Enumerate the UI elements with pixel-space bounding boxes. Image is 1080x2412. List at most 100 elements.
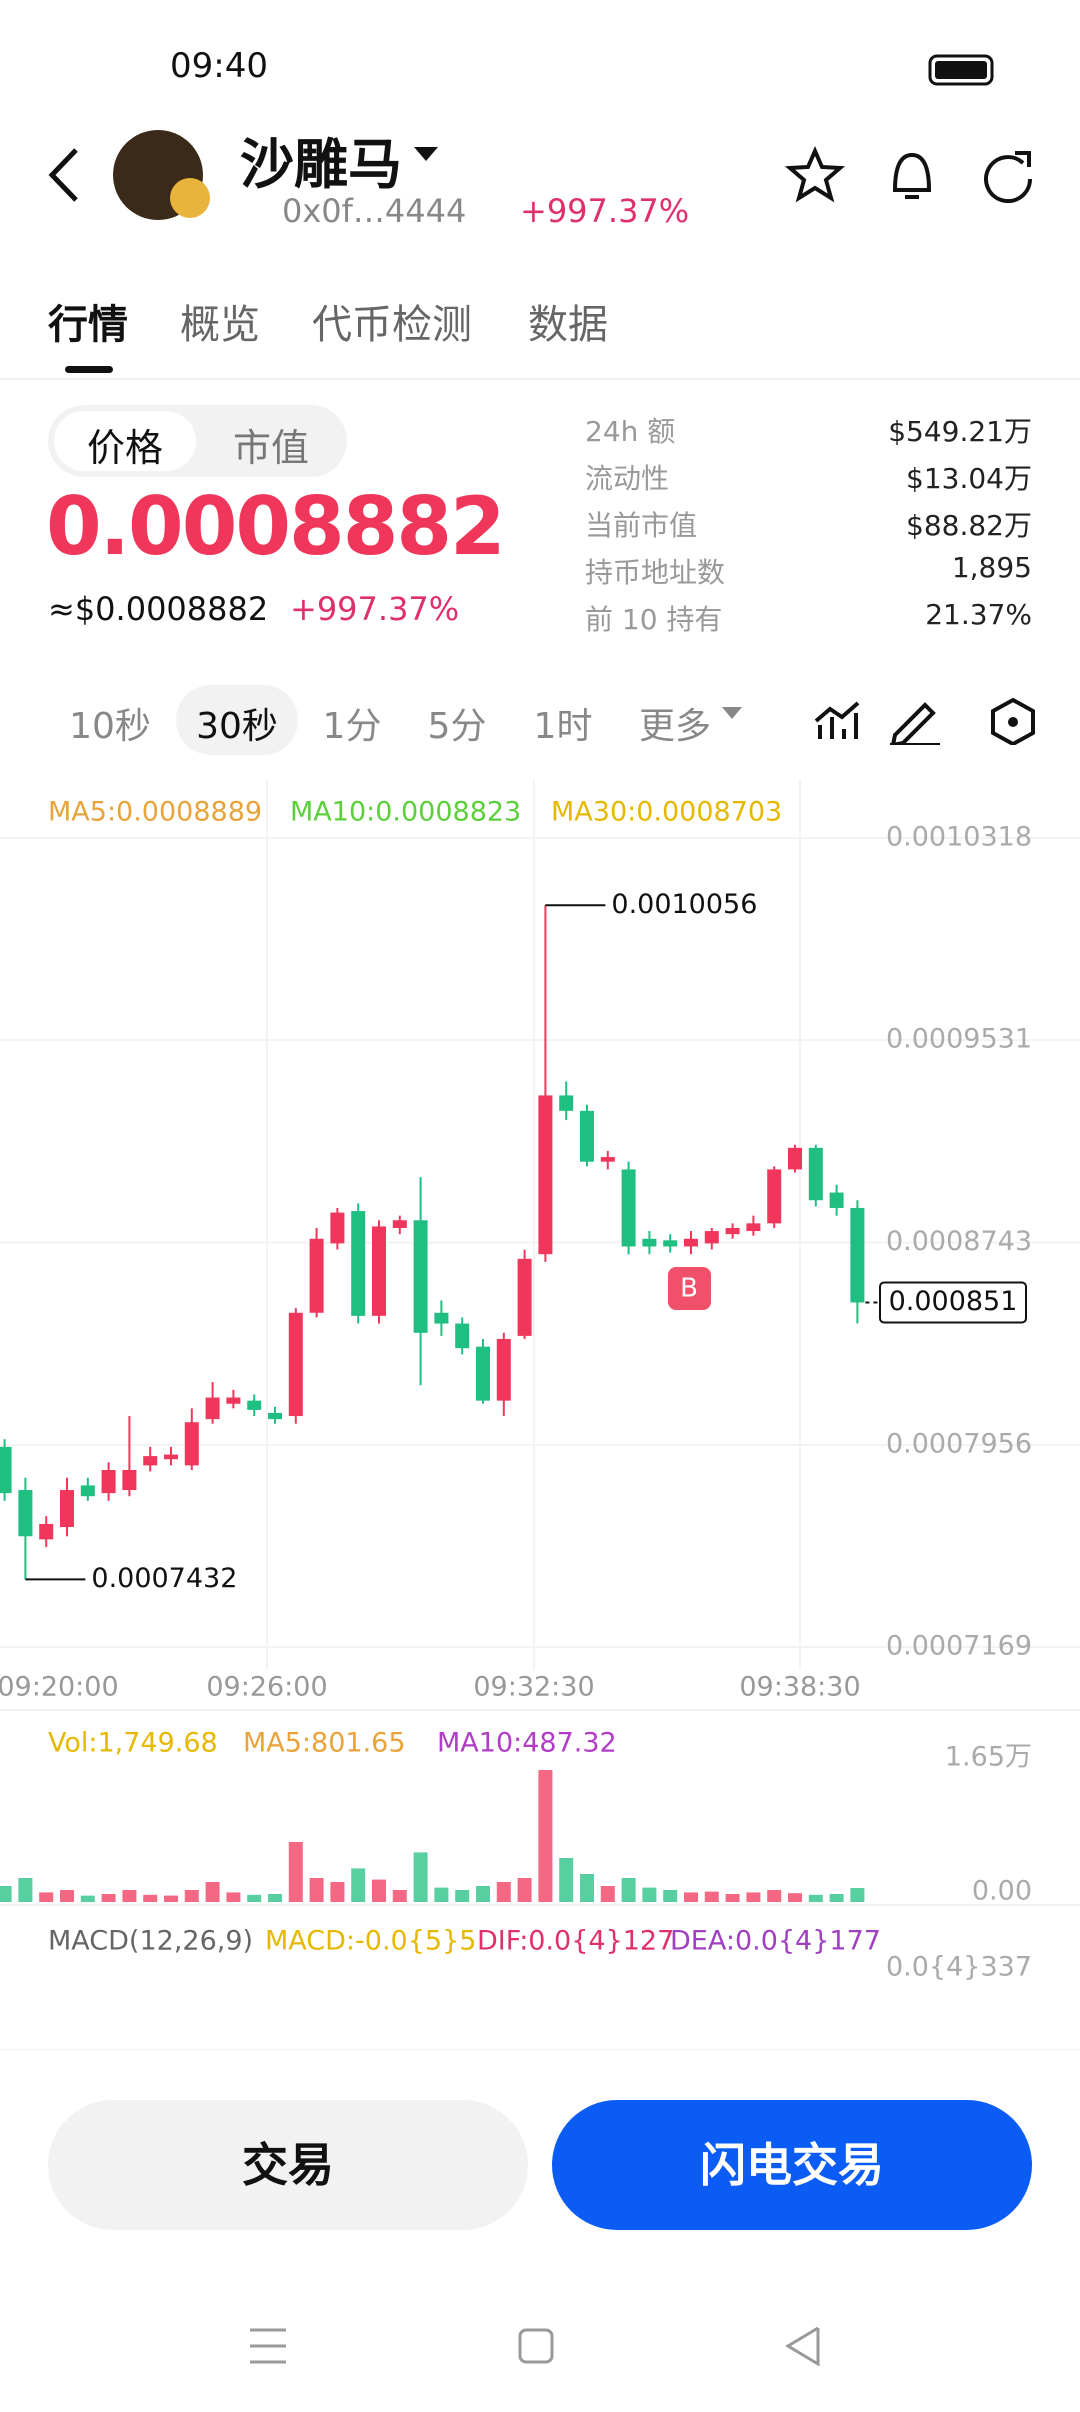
x-tick-label: 09:26:00 xyxy=(206,1672,327,1703)
interval[interactable]: 30秒 xyxy=(196,706,278,747)
back-button[interactable] xyxy=(40,140,90,210)
candle-body xyxy=(455,1323,470,1349)
x-tick-label: 09:38:30 xyxy=(739,1672,860,1703)
more-icon xyxy=(722,707,742,719)
ma-legend: MA5:0.0008889 xyxy=(48,797,262,828)
tab[interactable]: 代币检测 xyxy=(312,302,472,348)
volume-bar xyxy=(0,1886,12,1902)
y-tick-label: 0.0007956 xyxy=(886,1428,1032,1459)
candle-body xyxy=(372,1226,386,1316)
tab-active[interactable]: 行情 xyxy=(48,302,128,348)
price-usd: ≈$0.0008882 xyxy=(48,590,269,628)
interval[interactable]: 1时 xyxy=(533,706,593,747)
volume-bar xyxy=(808,1894,823,1902)
header-icons[interactable] xyxy=(785,145,1055,205)
volume-bar xyxy=(205,1882,220,1902)
stat-label: 前 10 持有 xyxy=(585,603,723,636)
vol-legend: MA10:487.32 xyxy=(437,1728,617,1759)
volume-bar xyxy=(351,1868,366,1902)
volume-bar xyxy=(330,1882,345,1902)
volume-bar xyxy=(704,1891,719,1902)
ma-legend: MA30:0.0008703 xyxy=(551,797,782,828)
volume-bar xyxy=(226,1892,241,1902)
stat-value: $13.04万 xyxy=(906,462,1032,495)
volume-bar xyxy=(829,1894,844,1902)
stat-value: 1,895 xyxy=(951,551,1032,584)
trade-button[interactable]: 交易 xyxy=(48,2100,528,2230)
interval[interactable]: 1分 xyxy=(322,706,382,747)
candle-body xyxy=(392,1220,407,1228)
volume-bar xyxy=(268,1894,282,1902)
battery xyxy=(928,54,994,86)
divider xyxy=(0,378,1080,380)
volume-bar xyxy=(39,1892,54,1902)
candle-body xyxy=(704,1231,719,1244)
flash-trade-button[interactable]: 闪电交易 xyxy=(552,2100,1032,2230)
tab[interactable]: 数据 xyxy=(528,302,608,348)
candle-body xyxy=(351,1211,366,1316)
volume-bar xyxy=(164,1895,178,1902)
volume-bar xyxy=(559,1858,574,1902)
volume-bar xyxy=(538,1770,553,1902)
stat-label: 24h 额 xyxy=(585,415,676,448)
volume-bar xyxy=(642,1887,657,1902)
y-tick-label: 0.0008743 xyxy=(886,1226,1032,1257)
candle-body xyxy=(621,1169,636,1247)
volume-bar xyxy=(60,1890,74,1902)
toggle-option[interactable]: 市值 xyxy=(232,426,309,470)
candle-body xyxy=(164,1454,178,1460)
candle-body xyxy=(559,1095,574,1111)
stat-value: $88.82万 xyxy=(906,509,1032,542)
buy-marker-label: B xyxy=(680,1274,698,1304)
tab-underline xyxy=(65,366,113,373)
volume-bar xyxy=(850,1888,865,1902)
header-change: +997.37% xyxy=(520,192,690,230)
volume-bar xyxy=(247,1894,262,1902)
nav-bar xyxy=(250,2326,820,2367)
candle-body xyxy=(80,1485,95,1497)
candle-body xyxy=(434,1312,449,1324)
candle-body xyxy=(767,1169,782,1224)
candle-body xyxy=(18,1490,33,1537)
vol-tick-label: 1.65万 xyxy=(945,1742,1032,1773)
vol-legend: MA5:801.65 xyxy=(243,1728,406,1759)
candle-body xyxy=(39,1523,54,1540)
interval[interactable]: 10秒 xyxy=(69,706,151,747)
candle-body xyxy=(0,1446,12,1494)
y-tick-label: 0.0010318 xyxy=(886,822,1032,853)
tool-icons[interactable] xyxy=(810,695,1050,745)
vol-tick-label: 0.00 xyxy=(972,1876,1032,1907)
candle-body xyxy=(205,1397,220,1420)
candle-body xyxy=(788,1147,802,1170)
candle-body xyxy=(496,1338,511,1401)
candle-body xyxy=(580,1110,594,1162)
x-tick-label: 09:20:00 xyxy=(0,1672,119,1703)
candle-body xyxy=(184,1422,199,1466)
last-price-box xyxy=(879,1281,1027,1324)
volume-bar xyxy=(18,1878,33,1902)
candle-body xyxy=(122,1469,137,1491)
candle-body xyxy=(600,1157,615,1162)
volume-bar xyxy=(101,1894,116,1902)
toggle-option[interactable]: 价格 xyxy=(86,426,163,470)
x-tick-label: 09:32:30 xyxy=(473,1672,594,1703)
candle-body xyxy=(60,1490,74,1528)
volume-bar xyxy=(476,1886,490,1902)
interval[interactable]: 5分 xyxy=(427,706,487,747)
interval[interactable]: 更多 xyxy=(638,706,711,747)
dropdown-icon[interactable] xyxy=(412,145,442,165)
tab[interactable]: 概览 xyxy=(180,302,260,348)
candle-body xyxy=(829,1192,844,1208)
candle-body xyxy=(684,1238,698,1247)
y-tick-label: 0.0007169 xyxy=(886,1631,1032,1662)
candle-body xyxy=(850,1207,865,1303)
volume-bar xyxy=(788,1893,802,1902)
macd-legend: DIF:0.0{4}127 xyxy=(477,1926,674,1957)
candle-body xyxy=(642,1238,657,1247)
volume-bar xyxy=(621,1878,636,1902)
volume-bar xyxy=(143,1894,158,1902)
candle-body xyxy=(538,1095,553,1255)
price-change: +997.37% xyxy=(290,590,460,628)
candle-body xyxy=(517,1258,532,1336)
